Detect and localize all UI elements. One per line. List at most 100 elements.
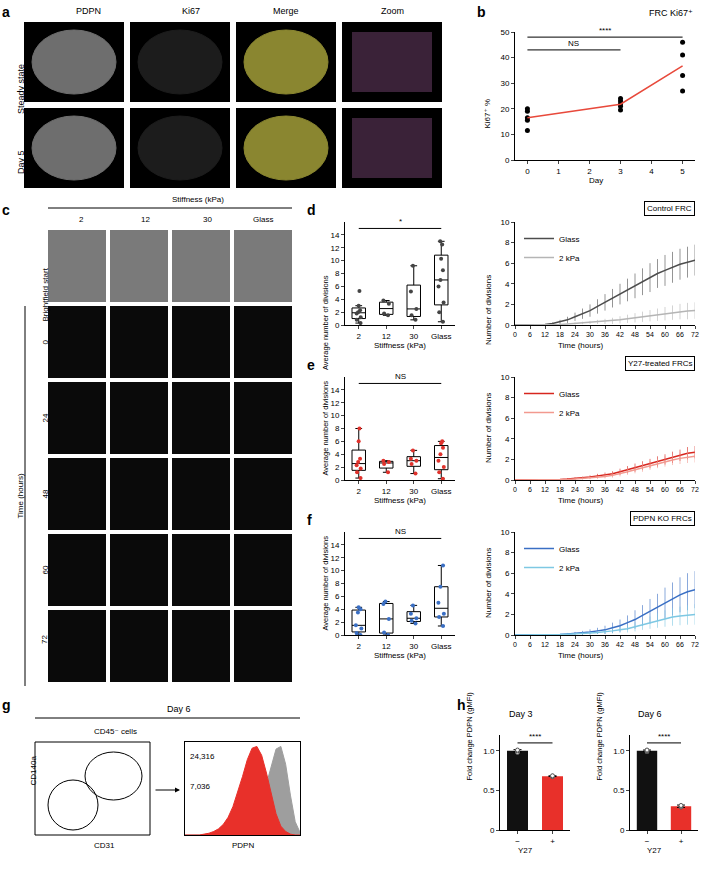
svg-text:2: 2 [335,463,340,472]
svg-text:10: 10 [330,256,339,265]
svg-text:g: g [2,697,11,713]
svg-text:60: 60 [661,641,669,648]
svg-text:0: 0 [490,826,495,835]
svg-text:Day 6: Day 6 [638,709,662,719]
svg-text:Day 3: Day 3 [509,709,533,719]
svg-text:10: 10 [330,411,339,420]
svg-text:0: 0 [620,826,625,835]
svg-text:54: 54 [646,331,654,338]
svg-text:6: 6 [505,259,510,268]
svg-text:Day 5: Day 5 [16,150,26,174]
svg-text:*: * [399,217,402,226]
svg-text:12: 12 [330,554,339,563]
svg-text:Glass: Glass [559,390,579,399]
svg-text:Glass: Glass [559,545,579,554]
svg-text:14: 14 [330,541,339,550]
svg-text:Number of divisions: Number of divisions [484,275,493,345]
svg-text:50: 50 [500,28,509,37]
svg-text:60: 60 [41,565,50,574]
svg-text:12: 12 [330,399,339,408]
svg-text:0: 0 [335,321,340,330]
svg-text:4: 4 [649,167,654,176]
svg-text:7,036: 7,036 [190,782,211,791]
svg-text:Time (hours): Time (hours) [558,341,603,350]
svg-text:4: 4 [335,450,340,459]
svg-text:24: 24 [41,413,50,422]
svg-text:Fold change PDPN (gMFI): Fold change PDPN (gMFI) [465,692,474,781]
svg-text:24: 24 [571,486,579,493]
svg-text:8: 8 [505,548,510,557]
svg-text:0: 0 [505,631,510,640]
svg-text:6: 6 [528,641,532,648]
svg-text:2: 2 [357,642,362,651]
svg-text:Control FRC: Control FRC [647,204,692,213]
svg-text:30: 30 [409,642,418,651]
svg-text:2: 2 [79,215,84,224]
svg-text:36: 36 [601,331,609,338]
svg-text:48: 48 [631,486,639,493]
svg-text:14: 14 [330,231,339,240]
svg-text:d: d [307,202,316,218]
svg-text:PDPN: PDPN [76,6,101,16]
svg-text:PDPN KO FRCs: PDPN KO FRCs [633,514,692,523]
svg-text:NS: NS [568,39,579,48]
svg-text:c: c [2,202,10,218]
svg-text:10: 10 [500,130,509,139]
svg-text:4: 4 [335,605,340,614]
svg-text:0: 0 [335,476,340,485]
svg-text:2: 2 [505,610,510,619]
svg-text:36: 36 [601,641,609,648]
svg-text:FRC Ki67⁺: FRC Ki67⁺ [649,8,693,18]
svg-text:30: 30 [586,331,594,338]
svg-text:0: 0 [41,340,50,345]
svg-text:Glass: Glass [559,235,579,244]
svg-text:Fold change PDPN (gMFI): Fold change PDPN (gMFI) [595,692,604,781]
svg-text:0: 0 [513,641,517,648]
svg-text:36: 36 [601,486,609,493]
svg-text:12: 12 [541,331,549,338]
svg-text:2 kPa: 2 kPa [559,409,580,418]
svg-text:6: 6 [528,331,532,338]
svg-text:Zoom: Zoom [381,6,404,16]
svg-text:Stiffness (kPa): Stiffness (kPa) [374,341,426,350]
svg-text:30: 30 [203,215,212,224]
svg-text:48: 48 [631,331,639,338]
svg-text:1.0: 1.0 [483,747,495,756]
svg-text:Steady state: Steady state [16,64,26,114]
svg-text:Glass: Glass [431,332,451,341]
svg-text:42: 42 [616,331,624,338]
svg-text:24: 24 [571,331,579,338]
svg-text:NS: NS [395,527,406,536]
svg-text:Stiffness (kPa): Stiffness (kPa) [172,195,224,204]
svg-text:66: 66 [676,486,684,493]
svg-text:Ki67⁺ %: Ki67⁺ % [483,99,492,129]
svg-text:Time (hours): Time (hours) [558,651,603,660]
svg-text:CD31: CD31 [94,841,115,850]
svg-text:10: 10 [330,566,339,575]
svg-text:****: **** [599,26,611,35]
svg-text:NS: NS [395,372,406,381]
svg-text:6: 6 [505,414,510,423]
svg-text:6: 6 [335,592,340,601]
svg-text:Y27: Y27 [647,846,662,855]
svg-text:14: 14 [330,386,339,395]
svg-text:24: 24 [571,641,579,648]
svg-text:12: 12 [382,642,391,651]
svg-text:h: h [457,697,466,713]
svg-text:4: 4 [335,295,340,304]
svg-text:8: 8 [505,393,510,402]
svg-text:72: 72 [691,486,699,493]
svg-text:4: 4 [505,435,510,444]
svg-text:8: 8 [505,238,510,247]
svg-text:8: 8 [335,579,340,588]
svg-text:Number of divisions: Number of divisions [484,393,493,463]
svg-text:b: b [477,4,486,20]
svg-text:Glass: Glass [431,642,451,651]
svg-text:12: 12 [541,641,549,648]
svg-text:2: 2 [505,455,510,464]
svg-text:Day 6: Day 6 [167,704,191,714]
svg-text:42: 42 [616,641,624,648]
svg-text:2 kPa: 2 kPa [559,254,580,263]
svg-text:2: 2 [335,308,340,317]
svg-text:Brightfield start: Brightfield start [41,267,50,321]
